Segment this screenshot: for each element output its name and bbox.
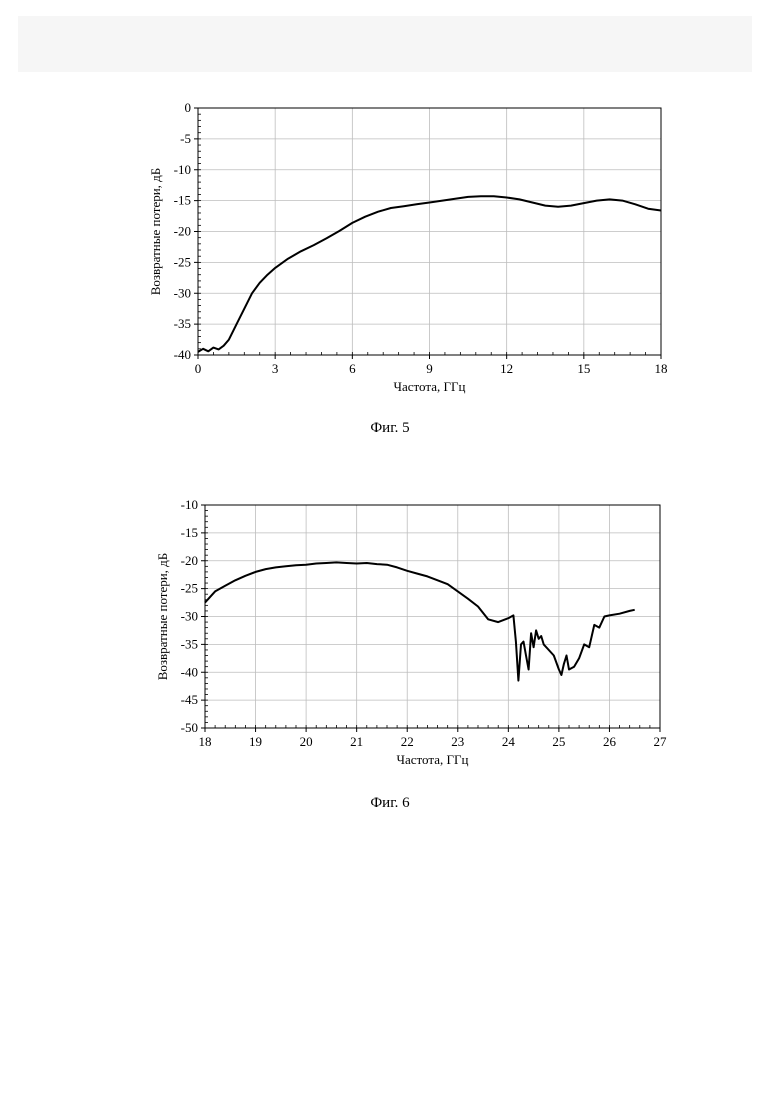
x-tick-label-5: 23 [451,734,464,749]
x-tick-label-2: 6 [349,361,356,376]
y-tick-label-6: -30 [174,285,191,300]
series-line-0 [205,562,635,680]
x-tick-label-8: 26 [603,734,617,749]
x-tick-label-9: 27 [654,734,668,749]
y-tick-label-8: -40 [174,347,191,362]
y-tick-label-0: 0 [185,100,192,115]
x-tick-label-6: 18 [655,361,668,376]
y-tick-label-7: -35 [174,316,191,331]
chart-fig-6: 18 19 20 21 22 23 24 25 26 27 -10 -15 -20 -25 -30 -35 -4… [0,490,780,825]
y-tick-label-6: -40 [181,664,198,679]
x-tick-label-6: 24 [502,734,516,749]
y-tick-label-5: -35 [181,636,198,651]
x-tick-label-2: 20 [300,734,313,749]
figure-caption-6: Фиг. 6 [0,795,780,812]
y-tick-label-4: -20 [174,224,191,239]
x-tick-label-1: 3 [272,361,279,376]
y-tick-label-3: -15 [174,193,191,208]
y-tick-label-5: -25 [174,254,191,269]
x-axis-label: Частота, ГГц [394,379,466,394]
x-tick-label-3: 9 [426,361,433,376]
y-tick-label-2: -10 [174,162,191,177]
figure-caption-5: Фиг. 5 [0,420,780,437]
header-band [18,16,752,72]
chart-fig-5: 0 3 6 9 12 15 18 0 -5 -10 -15 -20 -25 -30 -35 -40 Частот… [0,90,780,450]
y-tick-label-1: -15 [181,525,198,540]
y-tick-label-8: -50 [181,720,198,735]
y-tick-label-2: -20 [181,553,198,568]
x-tick-label-4: 22 [401,734,414,749]
x-tick-label-7: 25 [552,734,565,749]
y-tick-label-1: -5 [180,131,191,146]
y-tick-label-4: -30 [181,609,198,624]
x-tick-label-5: 15 [577,361,590,376]
y-tick-label-7: -45 [181,692,198,707]
x-tick-label-3: 21 [350,734,363,749]
x-tick-label-4: 12 [500,361,513,376]
x-tick-label-0: 18 [199,734,212,749]
y-axis-label: Возвратные потери, дБ [148,168,163,296]
y-axis-label: Возвратные потери, дБ [155,553,170,681]
x-axis-label: Частота, ГГц [397,752,469,767]
x-tick-label-1: 19 [249,734,262,749]
y-tick-label-3: -25 [181,581,198,596]
x-tick-label-0: 0 [195,361,202,376]
y-tick-label-0: -10 [181,497,198,512]
